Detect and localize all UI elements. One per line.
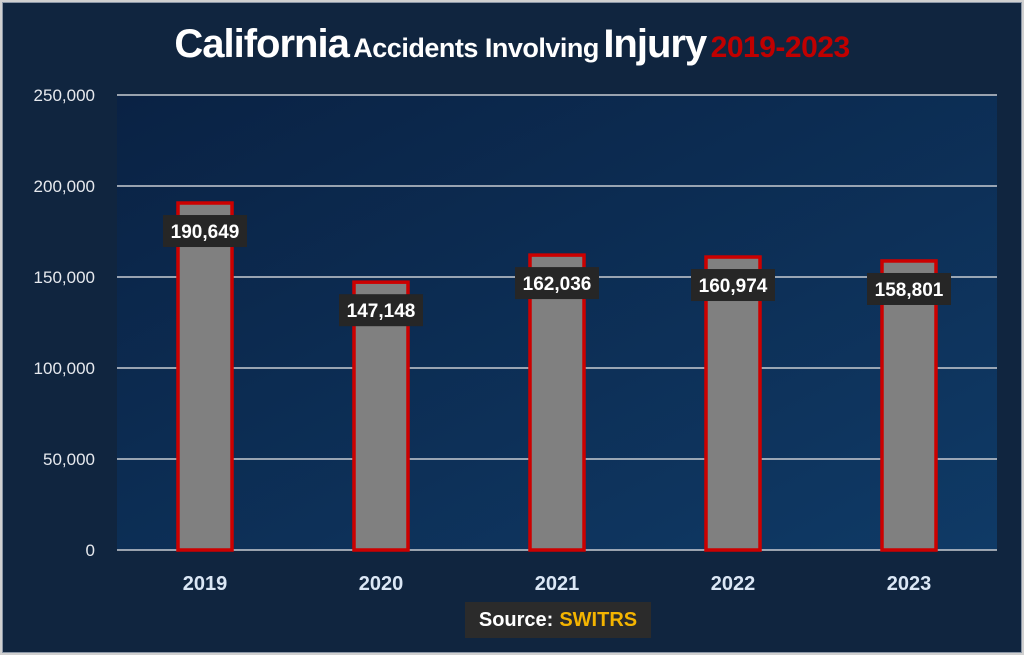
x-tick-label: 2020 bbox=[359, 573, 404, 595]
data-label: 158,801 bbox=[875, 280, 944, 301]
data-label: 162,036 bbox=[523, 274, 592, 295]
bar-2021 bbox=[528, 253, 586, 552]
title-part-california: California bbox=[174, 22, 349, 66]
source-value: SWITRS bbox=[559, 609, 638, 631]
y-tick-label: 250,000 bbox=[34, 86, 95, 105]
bar-2023 bbox=[880, 259, 938, 552]
data-label-box bbox=[339, 294, 423, 327]
data-label-box bbox=[515, 267, 599, 300]
title-part-years: 2019-2023 bbox=[710, 31, 850, 64]
title-part-accidents: Accidents Involving bbox=[353, 33, 599, 63]
x-tick-label: 2023 bbox=[887, 573, 932, 595]
y-tick-label: 50,000 bbox=[43, 450, 95, 469]
bar-2022 bbox=[704, 255, 762, 552]
bar-2019 bbox=[176, 201, 234, 552]
data-label-box bbox=[691, 269, 775, 302]
chart-title: California Accidents Involving Injury 20… bbox=[0, 22, 1024, 67]
data-label: 160,974 bbox=[699, 276, 768, 297]
x-tick-label: 2019 bbox=[183, 573, 228, 595]
data-label-box bbox=[163, 215, 247, 248]
y-tick-label: 0 bbox=[86, 541, 95, 560]
bar-2020 bbox=[352, 280, 410, 552]
data-label: 147,148 bbox=[347, 301, 416, 322]
title-part-injury: Injury bbox=[603, 22, 707, 66]
source-label: Source: bbox=[478, 609, 554, 631]
y-tick-label: 100,000 bbox=[34, 359, 95, 378]
x-tick-label: 2021 bbox=[535, 573, 580, 595]
y-tick-label: 200,000 bbox=[34, 177, 95, 196]
source-box: Source: SWITRS bbox=[465, 602, 651, 638]
y-tick-label: 150,000 bbox=[34, 268, 95, 287]
x-tick-label: 2022 bbox=[711, 573, 756, 595]
data-label: 190,649 bbox=[171, 222, 240, 243]
data-label-box bbox=[867, 272, 951, 305]
